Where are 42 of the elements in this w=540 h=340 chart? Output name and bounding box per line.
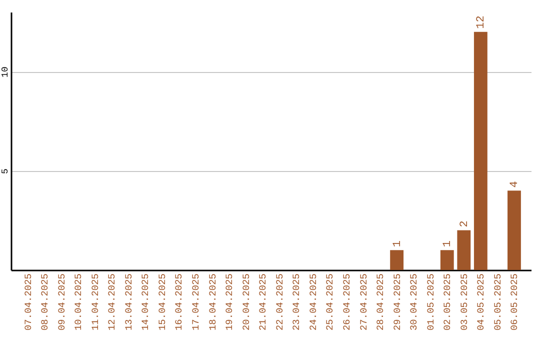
x-tick-label: 23.04.2025: [291, 273, 302, 331]
data-label: 4: [509, 180, 522, 188]
x-tick-label: 08.04.2025: [40, 273, 51, 331]
x-tick-label: 24.04.2025: [308, 273, 319, 331]
x-tick-label: 21.04.2025: [258, 273, 269, 331]
x-tick-label: 09.04.2025: [56, 273, 68, 331]
x-tick-label: 20.04.2025: [240, 273, 252, 331]
bar: [440, 250, 454, 270]
x-tick-label: 19.04.2025: [224, 273, 236, 331]
x-tick-label: 02.05.2025: [442, 273, 454, 331]
y-tick-label: 5: [0, 168, 10, 174]
bar: [390, 250, 404, 270]
y-tick-label: 10: [0, 66, 10, 78]
x-tick-label: 26.04.2025: [341, 273, 352, 331]
bar: [457, 230, 471, 270]
x-tick-label: 13.04.2025: [123, 273, 134, 331]
x-tick-label: 07.04.2025: [22, 273, 34, 331]
x-tick-label: 15.04.2025: [156, 273, 168, 331]
x-tick-label: 05.05.2025: [492, 273, 504, 331]
x-tick-label: 06.05.2025: [509, 273, 520, 331]
x-tick-label: 17.04.2025: [190, 273, 202, 331]
x-tick-label: 30.04.2025: [408, 273, 420, 331]
data-label: 12: [476, 16, 488, 29]
x-tick-label: 03.05.2025: [458, 273, 470, 331]
bar: [508, 190, 521, 270]
x-tick-label: 14.04.2025: [140, 273, 152, 331]
bar: [474, 32, 488, 270]
x-tick-label: 22.04.2025: [274, 273, 286, 331]
x-tick-label: 27.04.2025: [358, 273, 370, 331]
x-tick-label: 16.04.2025: [174, 273, 185, 331]
x-tick-label: 01.05.2025: [425, 273, 436, 331]
data-label: 1: [442, 240, 454, 248]
x-tick-label: 10.04.2025: [73, 273, 84, 331]
x-tick-label: 04.05.2025: [476, 273, 487, 331]
data-label: 1: [392, 240, 404, 248]
x-tick-label: 29.04.2025: [392, 273, 403, 331]
x-tick-label: 11.04.2025: [90, 273, 101, 331]
x-tick-label: 28.04.2025: [375, 273, 386, 331]
x-tick-label: 25.04.2025: [324, 273, 336, 331]
data-label: 2: [458, 220, 471, 228]
x-tick-label: 12.04.2025: [106, 273, 118, 331]
x-tick-label: 18.04.2025: [207, 273, 218, 331]
